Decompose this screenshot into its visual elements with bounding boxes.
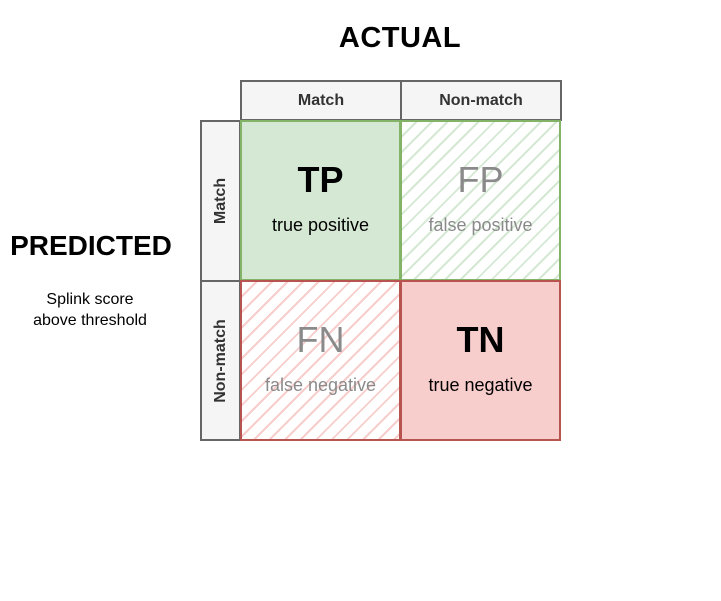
cell-true-positive: TP true positive [240,120,401,281]
cell-false-positive: FP false positive [400,120,561,281]
cell-tp-abbr: TP [297,159,344,200]
column-header-non-match: Non-match [400,80,562,121]
cell-fn-desc: false negative [264,375,377,395]
cell-tp-desc: true positive [271,215,370,235]
row-header-match-label: Match [211,177,229,225]
cell-false-negative: FN false negative [240,280,401,441]
cell-tn-abbr: TN [456,319,505,360]
cell-fp-desc: false positive [428,215,533,235]
cell-fn-abbr: FN [296,319,345,360]
predicted-subtitle-text: Splink score above threshold [33,291,147,329]
predicted-subtitle: Splink score above threshold [0,289,180,331]
column-header-match-label: Match [297,91,345,109]
row-header-match: Match [200,120,241,282]
cell-tn-desc: true negative [428,375,533,395]
column-header-non-match-label: Non-match [439,91,523,109]
cell-fp-abbr: FP [457,159,504,200]
row-header-non-match-label: Non-match [211,318,229,403]
cell-true-negative: TN true negative [400,280,561,441]
row-header-non-match: Non-match [200,280,241,441]
column-header-match: Match [240,80,402,121]
predicted-title: PREDICTED [10,230,172,261]
actual-title: ACTUAL [338,22,462,54]
